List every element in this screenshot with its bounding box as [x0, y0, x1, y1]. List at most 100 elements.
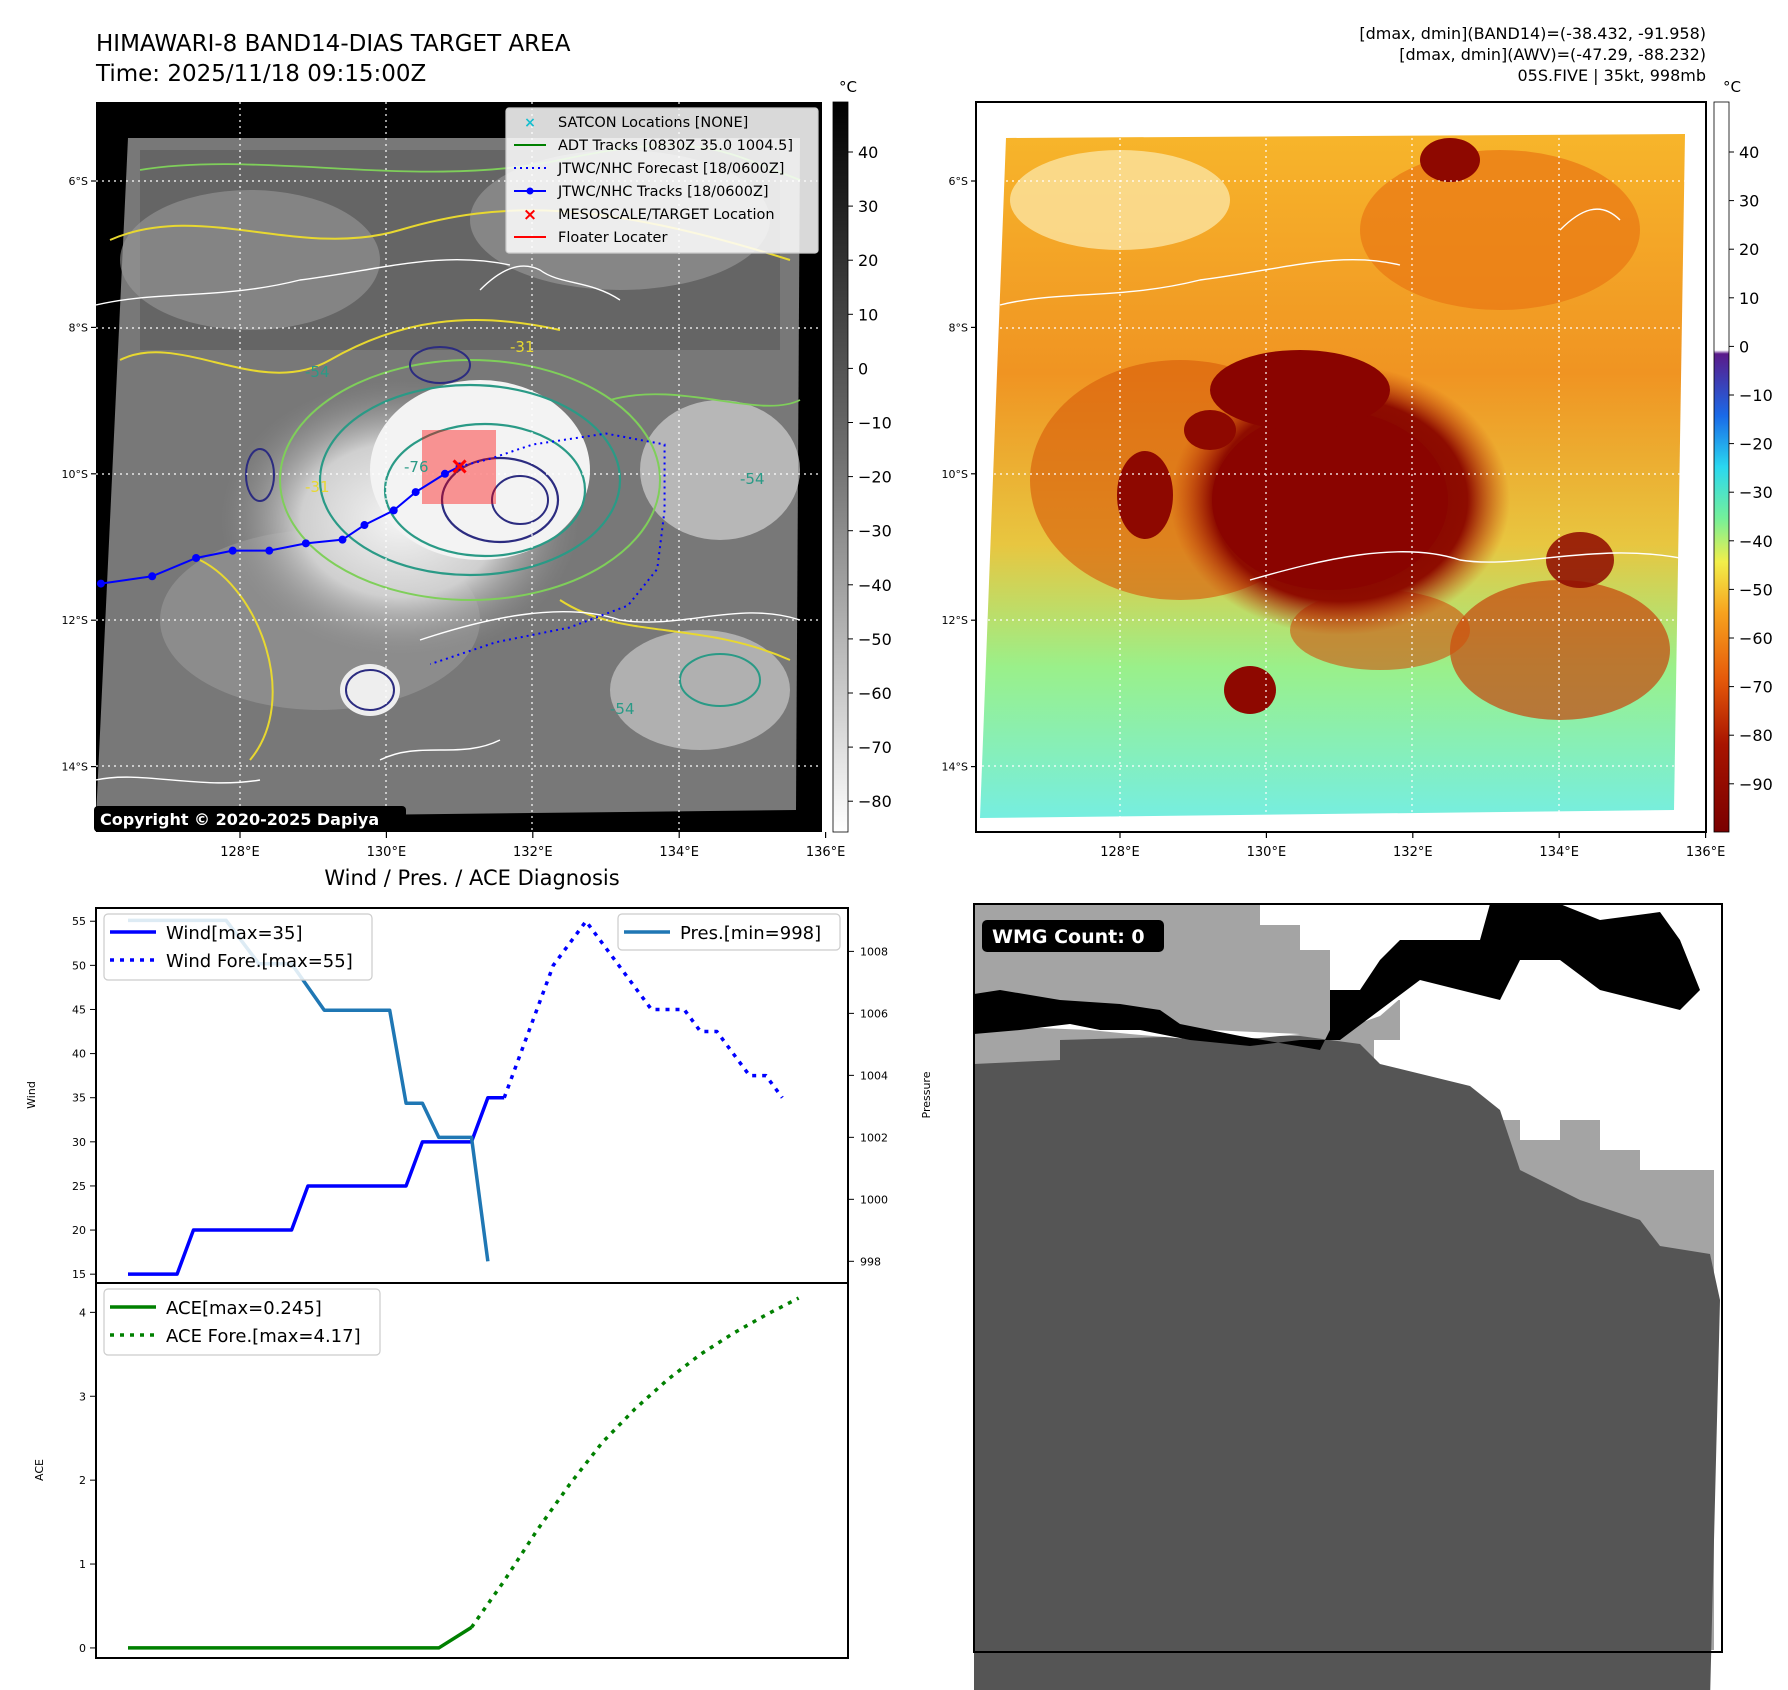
legend-label: JTWC/NHC Tracks [18/0600Z]	[557, 184, 769, 200]
colorbar-tick-label: 30	[1739, 192, 1759, 211]
ace-tick-label: 4	[79, 1306, 86, 1319]
lon-tick-label: 132°E	[513, 845, 553, 860]
legend-item: JTWC/NHC Forecast [18/0600Z]	[514, 161, 784, 177]
colorbar-tick-label: −80	[1739, 726, 1773, 745]
colorbar-tick-label: −90	[1739, 775, 1773, 794]
legend-label: JTWC/NHC Forecast [18/0600Z]	[557, 161, 784, 177]
colorbar-tick-label: 30	[858, 197, 878, 216]
colorbar-tick-label: −70	[858, 738, 892, 757]
target-location-marker	[452, 459, 467, 474]
target-x-stroke	[452, 459, 467, 474]
ace-chart: 0 1 2 3 4 ACE ACE[max=0.245] ACE Fore.[max=4…	[33, 1282, 849, 1659]
legend-wind-forecast: Wind Fore.[max=55]	[166, 951, 353, 972]
x-marker-icon: ×	[524, 115, 536, 131]
legend-label: SATCON Locations [NONE]	[558, 115, 748, 131]
colorbar-tick-label: 40	[858, 143, 878, 162]
lon-tick-label: 134°E	[659, 845, 699, 860]
colorbar-tick-label: −20	[858, 468, 892, 487]
colorbar-tick-label: −60	[1739, 629, 1773, 648]
legend-item: × SATCON Locations [NONE]	[524, 115, 748, 131]
wind-tick-label: 20	[72, 1224, 86, 1237]
awv-colorbar-unit: °C	[1723, 78, 1741, 96]
wind-tick-label: 40	[72, 1048, 86, 1061]
track-point	[265, 546, 274, 555]
wind-legend: Wind[max=35] Wind Fore.[max=55]	[103, 913, 373, 981]
track-point	[338, 535, 347, 544]
colorbar-tick-label: 20	[858, 251, 878, 270]
colorbar-tick-label: −40	[858, 576, 892, 595]
track-point	[440, 469, 449, 478]
colorbar-tick-label: −20	[1739, 435, 1773, 454]
contour-label: -76	[404, 458, 429, 476]
ace-tick-label: 1	[79, 1558, 86, 1571]
wind-tick-label: 35	[72, 1092, 86, 1105]
figure-time: Time: 2025/11/18 09:15:00Z	[95, 61, 426, 87]
legend-item: × MESOSCALE/TARGET Location	[523, 205, 775, 225]
legend-wind: Wind[max=35]	[166, 923, 303, 944]
wmg-panel: WMG Count: 0	[972, 903, 1724, 1690]
dot-icon	[526, 187, 534, 195]
lat-tick-label: 10°S	[62, 468, 88, 481]
lat-tick-label: 8°S	[69, 321, 88, 334]
lon-tick-label: 128°E	[220, 845, 260, 860]
pressure-tick-label: 998	[860, 1255, 881, 1268]
legend-item: Floater Locater	[514, 230, 667, 246]
lat-tick-label: 12°S	[62, 614, 88, 627]
legend-pressure: Pres.[min=998]	[680, 923, 821, 944]
pressure-tick-label: 1002	[860, 1131, 888, 1144]
colorbar-tick-label: −30	[1739, 483, 1773, 502]
ir-colorbar: °C 40 30 20 10 0 −10 −20 −30 −40 −50 −60 −70 −80	[832, 78, 892, 833]
colorbar-tick-label: 40	[1739, 143, 1759, 162]
track-point	[148, 572, 157, 581]
ace-axis-label: ACE	[33, 1459, 46, 1481]
track-point	[301, 539, 310, 548]
colorbar-tick-label: −40	[1739, 532, 1773, 551]
legend-label: Floater Locater	[558, 230, 667, 246]
colorbar-tick-label: 0	[1739, 337, 1749, 356]
colorbar-tick-label: −60	[858, 684, 892, 703]
wmg-dark-region	[974, 1036, 1720, 1690]
colorbar-tick-label: 10	[1739, 289, 1759, 308]
lon-tick-label: 128°E	[1100, 845, 1140, 860]
contour-label: -31	[305, 478, 330, 496]
legend-ace: ACE[max=0.245]	[166, 1298, 322, 1319]
wind-tick-label: 45	[72, 1003, 86, 1016]
info-awv: [dmax, dmin](AWV)=(-47.29, -88.232)	[1399, 45, 1706, 64]
wind-pressure-chart: 15 20 25 30 35 40 45 50 55 998 1000 1002 1004 1006 10…	[25, 907, 933, 1284]
colorbar-tick-label: −70	[1739, 678, 1773, 697]
lon-tick-label: 134°E	[1539, 845, 1579, 860]
legend-label: MESOSCALE/TARGET Location	[558, 207, 775, 223]
lat-tick-label: 8°S	[949, 321, 968, 334]
lat-tick-label: 12°S	[942, 614, 968, 627]
colorbar-tick-label: 20	[1739, 240, 1759, 259]
lat-tick-label: 10°S	[942, 468, 968, 481]
copyright-badge	[94, 806, 406, 832]
ir-map-panel: -54 -31 -76 -54 -31 -54 Copyright © 2020…	[62, 102, 845, 860]
legend-item: ADT Tracks [0830Z 35.0 1004.5]	[514, 138, 793, 154]
wmg-count-text: WMG Count: 0	[992, 926, 1145, 948]
series-line	[128, 1625, 473, 1650]
lon-tick-label: 132°E	[1393, 845, 1433, 860]
figure-title: HIMAWARI-8 BAND14-DIAS TARGET AREA	[96, 31, 571, 57]
pressure-tick-label: 1004	[860, 1069, 888, 1082]
pressure-axis-label: Pressure	[920, 1071, 933, 1118]
lon-tick-label: 130°E	[367, 845, 407, 860]
wmg-black-region	[974, 904, 1700, 1050]
diagnosis-title: Wind / Pres. / ACE Diagnosis	[324, 866, 619, 890]
ace-tick-label: 2	[79, 1474, 86, 1487]
x-marker-icon: ×	[523, 205, 537, 225]
colorbar-tick-label: −50	[858, 630, 892, 649]
contour-label: -31	[510, 338, 535, 356]
series-line	[470, 1296, 800, 1629]
lon-tick-label: 136°E	[1686, 845, 1726, 860]
wmg-count-badge	[982, 920, 1164, 952]
colorbar-tick-label: −10	[858, 414, 892, 433]
colorbar-tick-label: −30	[858, 522, 892, 541]
info-band14: [dmax, dmin](BAND14)=(-38.432, -91.958)	[1359, 24, 1706, 43]
ace-tick-label: 0	[79, 1642, 86, 1655]
track-point	[96, 579, 105, 588]
lat-tick-label: 14°S	[942, 761, 968, 774]
pressure-legend: Pres.[min=998]	[617, 913, 841, 951]
best-track-line	[100, 465, 461, 585]
